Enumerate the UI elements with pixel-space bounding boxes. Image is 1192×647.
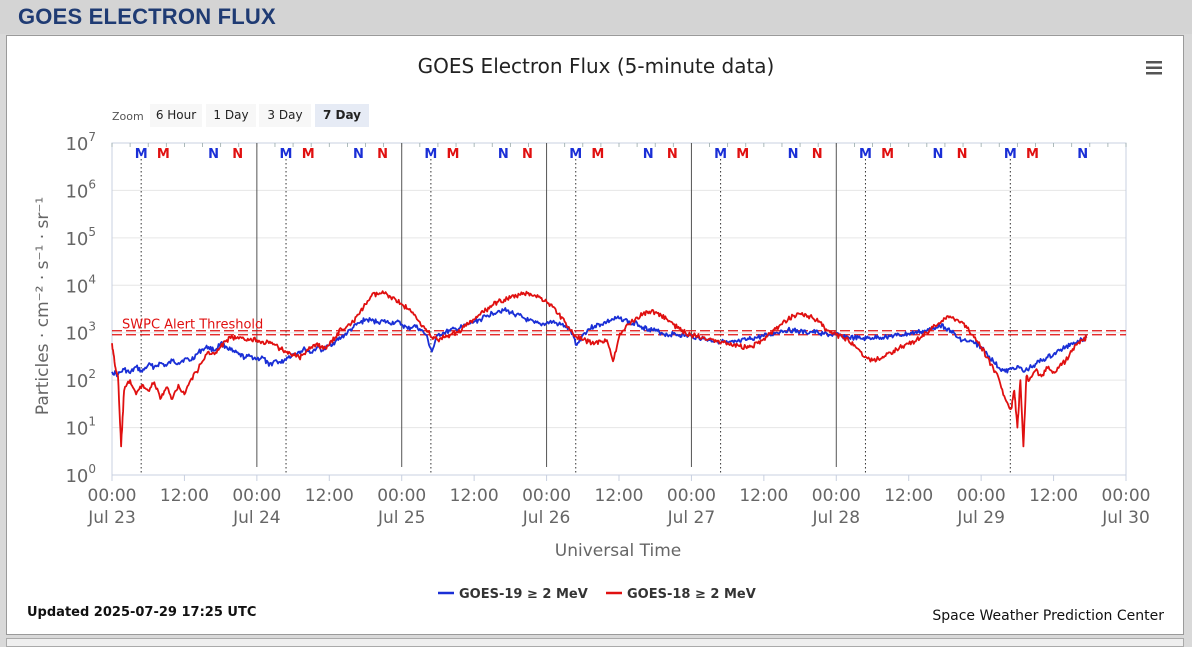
y-tick-label: 100 <box>65 462 96 487</box>
legend: GOES-19 ≥ 2 MeV GOES-18 ≥ 2 MeV <box>438 587 756 602</box>
series-line-goes19 <box>111 307 1088 378</box>
zoom-button-7-day[interactable]: 7 Day <box>315 104 369 127</box>
day-lines <box>256 143 837 467</box>
threshold-label: SWPC Alert Threshold <box>122 318 263 333</box>
x-tick-date-label: Jul 27 <box>667 508 716 528</box>
x-tick-date-label: Jul 24 <box>232 508 281 528</box>
event-marker-n: N <box>208 147 219 162</box>
x-tick-date-label: Jul 26 <box>522 508 571 528</box>
x-tick-label: 12:00 <box>1029 486 1078 506</box>
chart-menu-icon[interactable] <box>1142 56 1166 78</box>
threshold: SWPC Alert Threshold <box>112 318 1126 336</box>
x-axis-label: Universal Time <box>555 541 681 561</box>
credit-text: Space Weather Prediction Center <box>932 608 1164 624</box>
page-header: GOES ELECTRON FLUX <box>0 0 1192 34</box>
x-tick-label: 12:00 <box>884 486 933 506</box>
zoom-button-bg <box>150 104 202 127</box>
event-marker-m: M <box>881 147 894 162</box>
event-marker-m: M <box>569 147 582 162</box>
y-tick-label: 107 <box>65 130 96 155</box>
y-tick-label: 104 <box>65 272 96 297</box>
x-tick-label: 00:00 <box>232 486 281 506</box>
plot-frame <box>111 142 1127 476</box>
event-marker-m: M <box>424 147 437 162</box>
event-marker-n: N <box>788 147 799 162</box>
x-tick-label: 00:00 <box>957 486 1006 506</box>
legend-label: GOES-19 ≥ 2 MeV <box>459 587 588 602</box>
plot-border <box>111 142 1127 476</box>
event-marker-n: N <box>498 147 509 162</box>
legend-label: GOES-18 ≥ 2 MeV <box>627 587 756 602</box>
event-marker-m: M <box>1004 147 1017 162</box>
series-lines <box>111 290 1088 448</box>
series-line-goes18 <box>111 290 1088 448</box>
y-tick-label: 106 <box>65 177 96 202</box>
event-marker-m: M <box>135 147 148 162</box>
legend-item-goes19[interactable]: GOES-19 ≥ 2 MeV <box>438 587 588 602</box>
y-tick-label: 101 <box>65 415 96 440</box>
marker-lines <box>140 159 1011 473</box>
zoom-button-3-day[interactable]: 3 Day <box>259 104 311 127</box>
x-tick-date-label: Jul 28 <box>812 508 861 528</box>
x-tick-date-label: Jul 23 <box>87 508 136 528</box>
y-axis-ticks: 100 101 102 103 104 105 106 107 <box>65 130 96 487</box>
event-marker-n: N <box>932 147 943 162</box>
event-marker-n: N <box>667 147 678 162</box>
x-tick-label: 12:00 <box>305 486 354 506</box>
zoom-button-bg <box>206 104 256 127</box>
event-marker-n: N <box>522 147 533 162</box>
x-tick-label: 00:00 <box>88 486 137 506</box>
event-marker-n: N <box>1077 147 1088 162</box>
legend-item-goes18[interactable]: GOES-18 ≥ 2 MeV <box>606 587 756 602</box>
y-axis-label: Particles · cm⁻² · s⁻¹ · sr⁻¹ <box>33 197 53 415</box>
y-tick-label: 105 <box>65 225 96 250</box>
x-tick-label: 12:00 <box>450 486 499 506</box>
zoom-button-6-hour[interactable]: 6 Hour <box>150 104 202 127</box>
x-tick-label: 00:00 <box>812 486 861 506</box>
x-tick-label: 00:00 <box>1102 486 1151 506</box>
event-marker-n: N <box>957 147 968 162</box>
x-tick-label: 12:00 <box>595 486 644 506</box>
event-marker-n: N <box>812 147 823 162</box>
event-marker-m: M <box>447 147 460 162</box>
event-marker-n: N <box>643 147 654 162</box>
event-marker-m: M <box>859 147 872 162</box>
y-tick-label: 103 <box>65 320 96 345</box>
y-tick-label: 102 <box>65 367 96 392</box>
zoom-button-label: 3 Day <box>267 108 302 122</box>
zoom-button-bg <box>315 104 369 127</box>
event-marker-m: M <box>157 147 170 162</box>
x-tick-label: 00:00 <box>377 486 426 506</box>
event-marker-n: N <box>377 147 388 162</box>
grid <box>112 142 1126 476</box>
event-marker-m: M <box>714 147 727 162</box>
page-title: GOES ELECTRON FLUX <box>18 4 276 29</box>
zoom-button-1-day[interactable]: 1 Day <box>206 104 256 127</box>
event-marker-m: M <box>736 147 749 162</box>
event-marker-m: M <box>302 147 315 162</box>
event-marker-n: N <box>232 147 243 162</box>
zoom-button-label: 1 Day <box>213 108 248 122</box>
zoom-button-bg <box>259 104 311 127</box>
x-tick-label: 12:00 <box>160 486 209 506</box>
x-tick-label: 12:00 <box>739 486 788 506</box>
zoom-button-label: 6 Hour <box>156 108 196 122</box>
x-tick-label: 00:00 <box>667 486 716 506</box>
updated-text: Updated 2025-07-29 17:25 UTC <box>27 605 256 620</box>
event-marker-m: M <box>591 147 604 162</box>
x-tick-date-label: Jul 25 <box>377 508 426 528</box>
event-marker-m: M <box>280 147 293 162</box>
zoom-label: Zoom <box>112 110 144 123</box>
event-marker-m: M <box>1026 147 1039 162</box>
zoom-button-label: 7 Day <box>323 108 361 122</box>
x-tick-date-label: Jul 30 <box>1101 508 1150 528</box>
chart-title: GOES Electron Flux (5-minute data) <box>418 54 775 78</box>
x-tick-label: 00:00 <box>522 486 571 506</box>
x-tick-date-label: Jul 29 <box>956 508 1005 528</box>
zoom-buttons: 6 Hour 1 Day 3 Day 7 Day <box>150 104 369 127</box>
event-marker-n: N <box>353 147 364 162</box>
